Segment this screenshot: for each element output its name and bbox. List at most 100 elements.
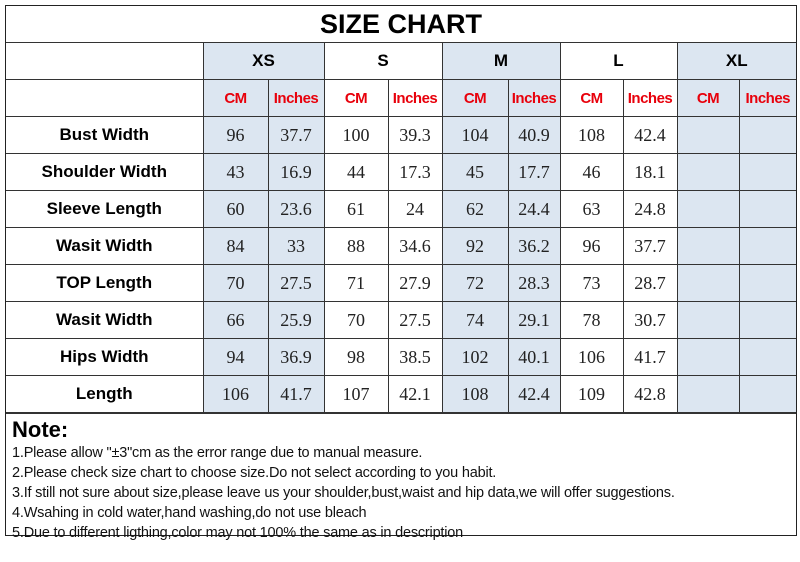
measurement-value: 106 bbox=[559, 338, 624, 376]
note-line: 2.Please check size chart to choose size… bbox=[12, 465, 497, 481]
measurement-value: 27.9 bbox=[387, 264, 443, 302]
size-header: XL bbox=[676, 42, 796, 80]
measurement-value: 28.3 bbox=[507, 264, 561, 302]
measurement-value: 60 bbox=[202, 190, 269, 228]
measurement-value: 108 bbox=[441, 375, 509, 413]
measurement-value: 78 bbox=[559, 301, 624, 339]
measurement-value bbox=[676, 116, 740, 154]
measurement-value: 42.4 bbox=[622, 116, 678, 154]
measurement-label: Sleeve Length bbox=[6, 190, 204, 228]
measurement-value: 43 bbox=[202, 153, 269, 191]
unit-header: CM bbox=[441, 79, 509, 117]
measurement-value bbox=[676, 227, 740, 265]
measurement-label: Hips Width bbox=[6, 338, 204, 376]
measurement-value: 84 bbox=[202, 227, 269, 265]
measurement-value: 40.9 bbox=[507, 116, 561, 154]
measurement-value: 73 bbox=[559, 264, 624, 302]
measurement-value: 30.7 bbox=[622, 301, 678, 339]
measurement-value bbox=[676, 190, 740, 228]
measurement-value: 27.5 bbox=[267, 264, 325, 302]
table-row: Wasit Width 66 25.9 70 27.5 74 29.1 78 30.7 bbox=[6, 301, 796, 339]
unit-header: Inches bbox=[738, 79, 796, 117]
measurement-label: TOP Length bbox=[6, 264, 204, 302]
measurement-label: Wasit Width bbox=[6, 227, 204, 265]
unit-header: CM bbox=[323, 79, 389, 117]
measurement-value: 42.1 bbox=[387, 375, 443, 413]
measurement-value: 46 bbox=[559, 153, 624, 191]
size-header: S bbox=[323, 42, 443, 80]
note-line: 4.Wsahing in cold water,hand washing,do … bbox=[12, 505, 367, 521]
empty-cell bbox=[6, 42, 204, 80]
measurement-value bbox=[738, 153, 796, 191]
measurement-value bbox=[738, 190, 796, 228]
size-header-row: XS S M L XL bbox=[6, 42, 796, 80]
measurement-value bbox=[676, 153, 740, 191]
unit-header: Inches bbox=[387, 79, 443, 117]
measurement-value bbox=[738, 375, 796, 413]
unit-header: Inches bbox=[507, 79, 561, 117]
measurement-value: 24 bbox=[387, 190, 443, 228]
unit-header: CM bbox=[676, 79, 740, 117]
measurement-value: 41.7 bbox=[622, 338, 678, 376]
measurement-label: Wasit Width bbox=[6, 301, 204, 339]
note-line: 3.If still not sure about size,please le… bbox=[12, 485, 675, 501]
measurement-value bbox=[738, 227, 796, 265]
measurement-value: 61 bbox=[323, 190, 389, 228]
measurement-value: 66 bbox=[202, 301, 269, 339]
measurement-value: 108 bbox=[559, 116, 624, 154]
measurement-value: 63 bbox=[559, 190, 624, 228]
size-header: XS bbox=[202, 42, 325, 80]
measurement-value: 17.7 bbox=[507, 153, 561, 191]
measurement-label: Shoulder Width bbox=[6, 153, 204, 191]
measurement-value: 96 bbox=[559, 227, 624, 265]
measurement-value: 37.7 bbox=[622, 227, 678, 265]
size-table: SIZE CHART XS S M L XL CM Inches CM Inches CM Inch… bbox=[6, 6, 796, 413]
unit-header: CM bbox=[559, 79, 624, 117]
measurement-label: Length bbox=[6, 375, 204, 413]
measurement-value bbox=[738, 301, 796, 339]
measurement-value: 18.1 bbox=[622, 153, 678, 191]
measurement-value: 42.4 bbox=[507, 375, 561, 413]
measurement-value: 16.9 bbox=[267, 153, 325, 191]
measurement-value bbox=[676, 375, 740, 413]
measurement-value bbox=[738, 116, 796, 154]
measurement-value: 62 bbox=[441, 190, 509, 228]
measurement-value: 109 bbox=[559, 375, 624, 413]
measurement-value: 27.5 bbox=[387, 301, 443, 339]
table-row: Hips Width 94 36.9 98 38.5 102 40.1 106 41.7 bbox=[6, 338, 796, 376]
measurement-value: 74 bbox=[441, 301, 509, 339]
measurement-value: 24.4 bbox=[507, 190, 561, 228]
unit-header: Inches bbox=[622, 79, 678, 117]
table-row: Shoulder Width 43 16.9 44 17.3 45 17.7 46 18.1 bbox=[6, 153, 796, 191]
note-line: 5.Due to different ligthing,color may no… bbox=[12, 525, 464, 541]
empty-cell bbox=[6, 79, 204, 117]
measurement-value: 104 bbox=[441, 116, 509, 154]
measurement-value: 72 bbox=[441, 264, 509, 302]
measurement-value: 98 bbox=[323, 338, 389, 376]
measurement-value: 37.7 bbox=[267, 116, 325, 154]
table-row: Wasit Width 84 33 88 34.6 92 36.2 96 37.7 bbox=[6, 227, 796, 265]
measurement-value: 106 bbox=[202, 375, 269, 413]
measurement-value: 17.3 bbox=[387, 153, 443, 191]
measurement-value: 96 bbox=[202, 116, 269, 154]
measurement-value: 100 bbox=[323, 116, 389, 154]
measurement-value: 28.7 bbox=[622, 264, 678, 302]
measurement-value: 107 bbox=[323, 375, 389, 413]
chart-title: SIZE CHART bbox=[6, 6, 796, 43]
measurement-label: Bust Width bbox=[6, 116, 204, 154]
measurement-value: 38.5 bbox=[387, 338, 443, 376]
measurement-value: 94 bbox=[202, 338, 269, 376]
unit-header-row: CM Inches CM Inches CM Inches CM Inches CM Inches bbox=[6, 79, 796, 117]
measurement-value bbox=[738, 264, 796, 302]
measurement-value: 41.7 bbox=[267, 375, 325, 413]
table-row: TOP Length 70 27.5 71 27.9 72 28.3 73 28.7 bbox=[6, 264, 796, 302]
table-row: Sleeve Length 60 23.6 61 24 62 24.4 63 24.8 bbox=[6, 190, 796, 228]
measurement-value: 29.1 bbox=[507, 301, 561, 339]
measurement-value: 36.9 bbox=[267, 338, 325, 376]
notes-section: Note: 1.Please allow "±3"cm as the error… bbox=[6, 413, 796, 541]
measurement-value: 40.1 bbox=[507, 338, 561, 376]
size-header: L bbox=[559, 42, 678, 80]
measurement-value: 36.2 bbox=[507, 227, 561, 265]
measurement-value: 44 bbox=[323, 153, 389, 191]
notes-heading: Note: bbox=[12, 417, 69, 442]
